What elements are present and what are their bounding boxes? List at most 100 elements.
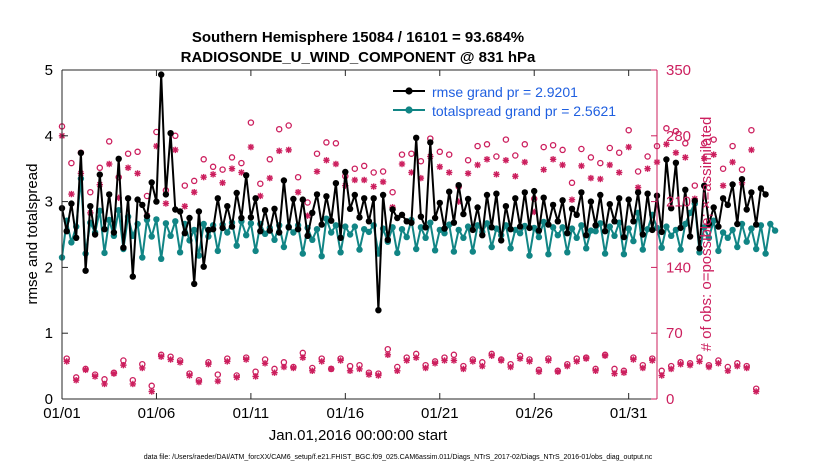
rmse-point [153,198,160,205]
rmse-point [398,211,406,218]
obs-assimilated-point [696,358,703,365]
obs-possible-point [266,156,274,163]
rmse-point [719,195,727,202]
obs-assimilated-point [294,189,302,196]
totalspread-point [549,224,557,231]
obs-assimilated-point [209,171,217,178]
rmse-point [535,227,543,234]
obs-assimilated-point [242,356,250,363]
obs-possible-point [294,173,302,181]
obs-assimilated-point [408,169,415,176]
obs-possible-point [190,177,198,185]
rmse-point [554,218,561,225]
rmse-point [601,228,609,235]
totalspread-point [309,236,316,243]
obs-possible-point [625,126,632,134]
totalspread-point [243,232,250,239]
obs-assimilated-point [488,352,495,359]
totalspread-point [738,220,746,228]
totalspread-point [318,253,325,260]
rmse-point [422,224,429,231]
rmse-point [63,228,70,235]
rmse-point [606,201,613,208]
legend-rmse-marker [405,87,413,95]
rmse-point [686,233,694,240]
rmse-point [176,208,184,215]
obs-assimilated-point [271,369,278,376]
obs-assimilated-point [332,160,340,168]
totalspread-point [592,228,599,235]
rmse-point [82,267,89,274]
obs-assimilated-point [701,155,708,162]
obs-possible-point [247,119,255,126]
rmse-point [219,224,226,232]
totalspread-point [639,246,646,253]
obs-assimilated-point [450,357,458,364]
obs-assimilated-point [327,365,335,373]
totalspread-point [578,222,585,229]
obs-assimilated-point [379,178,387,186]
rmse-point [682,186,689,193]
obs-possible-point [474,142,481,150]
obs-assimilated-point [162,200,170,207]
obs-assimilated-point [582,355,590,362]
totalspread-point [507,245,514,252]
rmse-point [549,201,557,209]
totalspread-point [677,246,684,253]
rmse-point [280,177,288,184]
rmse-point [209,226,217,233]
rmse-point [323,193,330,200]
rmse-point [592,222,599,229]
obs-assimilated-point [677,361,684,368]
obs-possible-point [493,153,500,160]
obs-assimilated-point [526,358,533,365]
totalspread-point [625,225,632,232]
obs-assimilated-point [285,146,292,154]
rmse-point [705,220,713,228]
obs-assimilated-point [474,161,481,169]
obs-possible-point [228,154,236,161]
rmse-point [441,225,448,232]
totalspread-point [573,234,580,241]
obs-assimilated-point [573,358,580,365]
obs-possible-point [700,140,708,147]
rmse-point [512,195,519,202]
totalspread-point [167,232,174,239]
rmse-point [313,191,321,198]
rmse-point [134,196,141,203]
obs-possible-point [96,164,104,172]
obs-possible-point [332,140,340,147]
obs-assimilated-point [516,355,524,362]
totalspread-point [139,254,146,261]
obs-assimilated-point [375,372,382,379]
obs-assimilated-point [233,374,240,381]
rmse-point [431,214,439,222]
totalspread-point [606,223,613,230]
rmse-point [294,226,302,233]
obs-assimilated-point [616,169,623,176]
obs-assimilated-point [743,364,750,372]
rmse-point [460,210,467,218]
rmse-point [384,236,391,243]
obs-assimilated-point [540,166,547,173]
obs-assimilated-point [167,356,174,363]
rmse-point [195,208,203,215]
rmse-point [488,224,495,231]
totalspread-point [422,234,429,241]
rmse-point [677,224,684,232]
obs-possible-point [360,162,368,170]
totalspread-point [427,219,434,226]
rmse-point [455,182,462,189]
obs-possible-point [68,159,75,167]
obs-assimilated-point [412,354,420,361]
legend-spread-marker [405,106,413,114]
obs-possible-point [597,159,604,167]
obs-assimilated-point [630,356,637,363]
obs-assimilated-point [672,149,680,156]
rmse-point [507,226,514,233]
obs-possible-point [370,169,377,176]
rmse-point [757,185,765,192]
obs-assimilated-point [280,363,288,371]
obs-assimilated-point [394,367,401,374]
obs-possible-point [644,153,651,160]
